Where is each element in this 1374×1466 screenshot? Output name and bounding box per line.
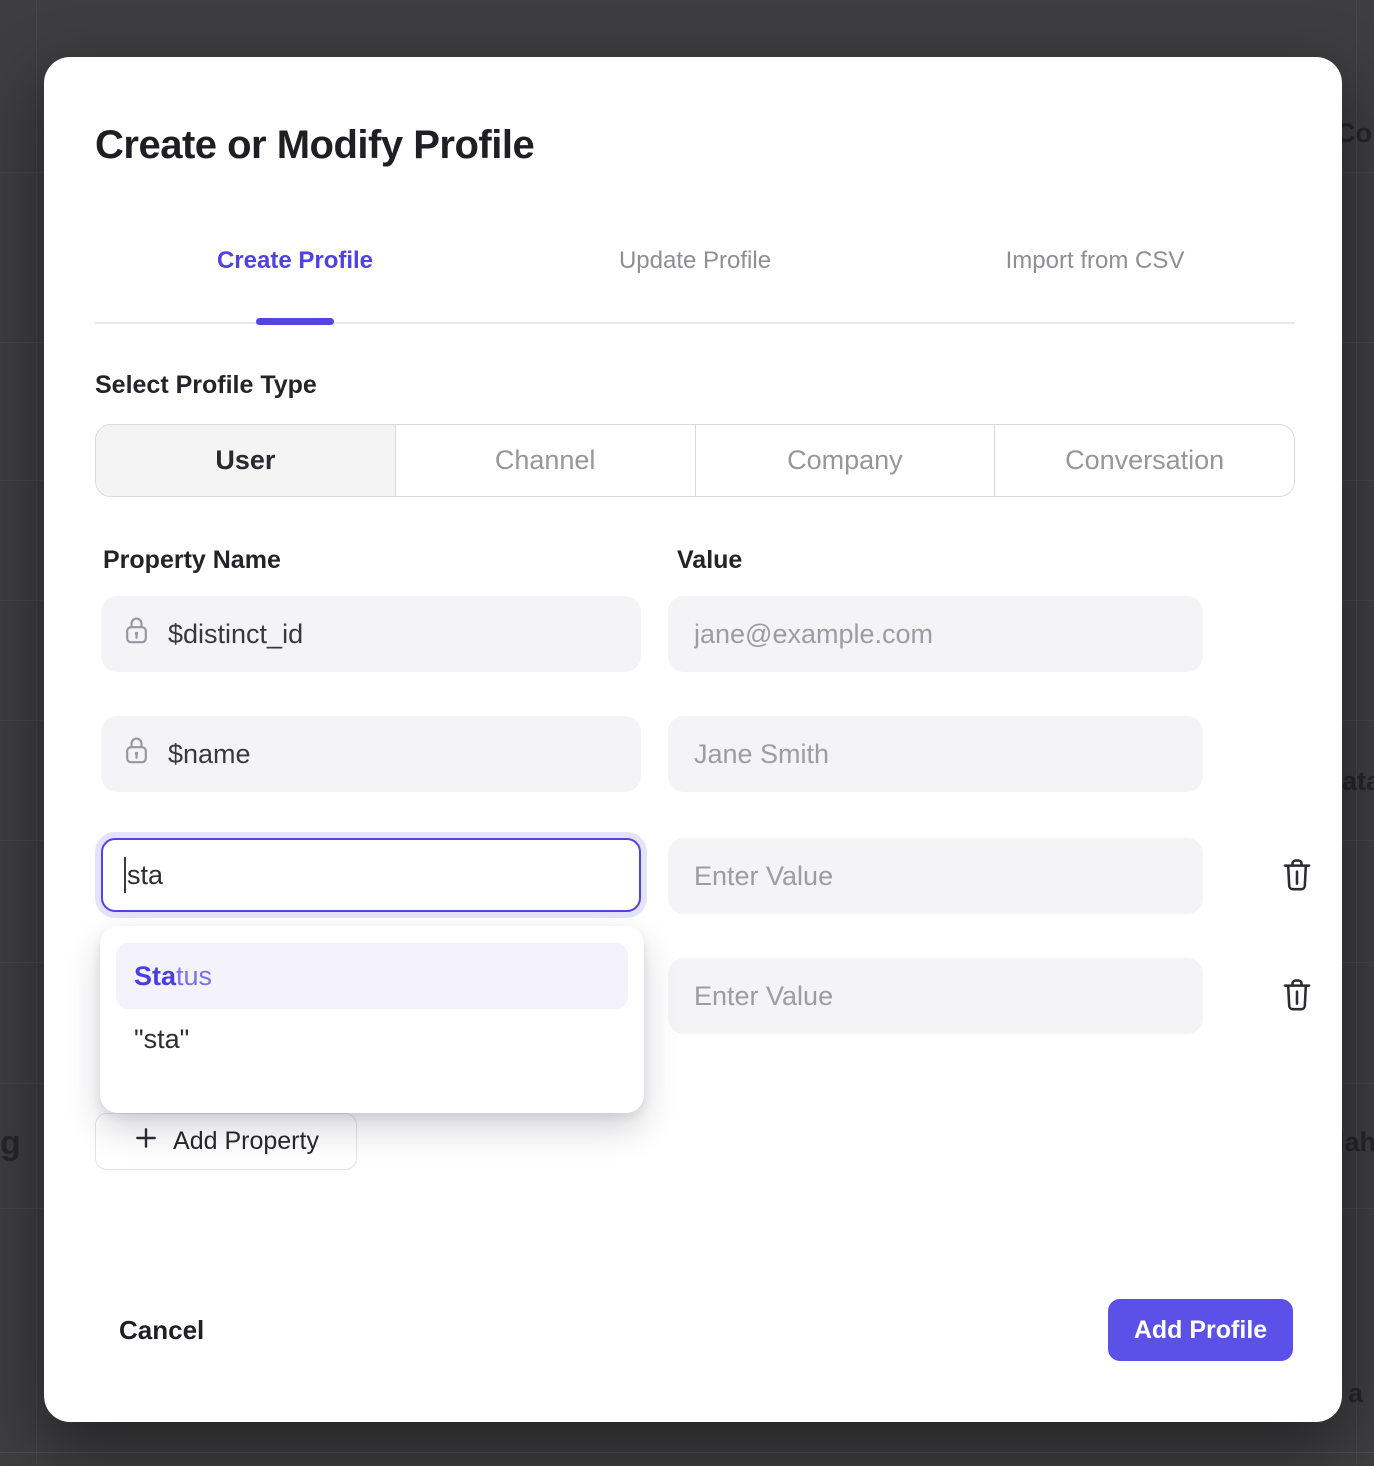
create-profile-modal: Create or Modify Profile Create Profile …	[44, 57, 1342, 1422]
property-name-column-header: Property Name	[103, 546, 281, 574]
profile-type-company[interactable]: Company	[695, 425, 996, 496]
modal-tabs: Create Profile Update Profile Import fro…	[95, 247, 1295, 275]
plus-icon	[133, 1125, 159, 1158]
background-text-fragment: lah	[1337, 1127, 1374, 1157]
locked-property-name: $name	[101, 716, 641, 792]
background-text-fragment: ata	[1342, 766, 1374, 796]
trash-icon	[1281, 977, 1313, 1016]
autocomplete-item-raw-sta[interactable]: "sta"	[134, 1023, 190, 1054]
modal-title: Create or Modify Profile	[95, 123, 535, 167]
profile-type-user[interactable]: User	[96, 425, 396, 496]
value-input-name[interactable]	[668, 716, 1203, 792]
autocomplete-rest-text: tus	[176, 960, 213, 991]
autocomplete-match-text: Sta	[134, 960, 177, 991]
lock-icon	[123, 615, 150, 653]
tab-create-profile[interactable]: Create Profile	[216, 247, 374, 274]
property-name-text: $name	[168, 738, 251, 769]
delete-property-row3-button[interactable]	[1277, 854, 1317, 898]
value-input-row4[interactable]	[668, 958, 1203, 1034]
property-name-input[interactable]: sta	[101, 838, 641, 912]
locked-property-distinct-id: $distinct_id	[101, 596, 641, 672]
property-name-input-value: sta	[127, 859, 164, 890]
value-input-distinct-id[interactable]	[668, 596, 1203, 672]
tab-import-from-csv[interactable]: Import from CSV	[1005, 247, 1185, 274]
background-text-fragment: Col	[1336, 118, 1374, 148]
autocomplete-item-status[interactable]: Sta tus	[116, 943, 628, 1009]
active-tab-indicator	[256, 318, 334, 325]
delete-property-row4-button[interactable]	[1277, 974, 1317, 1018]
background-text-fragment: g	[0, 1124, 21, 1162]
profile-type-channel[interactable]: Channel	[395, 425, 696, 496]
value-column-header: Value	[677, 546, 743, 574]
text-caret	[124, 857, 126, 893]
profile-type-selector: User Channel Company Conversation	[95, 424, 1295, 497]
lock-icon	[123, 735, 150, 773]
property-autocomplete-dropdown: Sta tus "sta"	[100, 926, 644, 1113]
table-column-divider	[1356, 0, 1357, 1466]
table-bottom-divider	[0, 1452, 1374, 1453]
add-profile-button[interactable]: Add Profile	[1108, 1299, 1293, 1361]
table-column-divider	[36, 0, 37, 1466]
trash-icon	[1281, 857, 1313, 896]
add-property-label: Add Property	[173, 1127, 319, 1155]
tab-update-profile[interactable]: Update Profile	[618, 247, 772, 274]
tabs-divider	[95, 322, 1295, 324]
value-input-row3[interactable]	[668, 838, 1203, 914]
background-text-fragment: a	[1348, 1378, 1364, 1408]
add-property-button[interactable]: Add Property	[95, 1113, 357, 1170]
profile-type-label: Select Profile Type	[95, 371, 317, 399]
cancel-button[interactable]: Cancel	[119, 1299, 204, 1361]
property-name-text: $distinct_id	[168, 618, 304, 649]
profile-type-conversation[interactable]: Conversation	[995, 425, 1294, 496]
